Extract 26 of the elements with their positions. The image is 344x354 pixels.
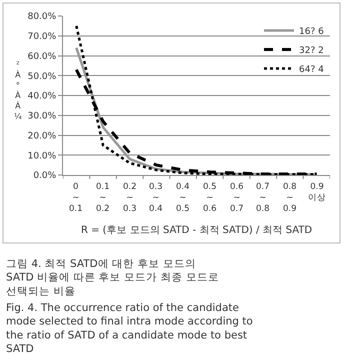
y-tick-label: 70.0% — [28, 32, 57, 42]
caption: 그림 4. 최적 SATD에 대한 후보 모드의 SATD 비율에 따른 후보 모드가 최종 모드로 선택되는 비율 — [6, 258, 219, 298]
y-tick-label: 50.0% — [28, 72, 57, 82]
y-tick-label: 10.0% — [28, 151, 57, 162]
x-tick-label: 0 ~ 0.1 — [69, 182, 83, 214]
y-tick-label: 20.0% — [28, 131, 57, 142]
y-tick-label: 30.0% — [28, 112, 57, 122]
x-tick-label: 0.1 ~ 0.2 — [96, 182, 110, 214]
x-tick-label: 0.9 이상 — [308, 182, 326, 204]
caption: Fig. 4. The occurrence ratio of the candidate mode selected to final intra mode according to the ratio of SATD of a candidate mode to best SATD — [6, 302, 253, 354]
legend-label: 32? 2 — [299, 46, 324, 56]
x-tick-label: 0.2 ~ 0.3 — [123, 182, 137, 214]
x-axis-title: R = (후보 모드의 SATD - 최적 SATD) / 최적 SATD — [81, 225, 312, 236]
y-tick-label: 80.0% — [28, 12, 57, 22]
y-axis-title: ²À°ÀÀ¼ — [14, 60, 22, 121]
x-tick-label: 0.5 ~ 0.6 — [203, 182, 217, 214]
legend-label: 16? 6 — [299, 27, 324, 38]
y-tick-label: 40.0% — [28, 92, 57, 102]
x-tick-label: 0.8 ~ 0.9 — [283, 182, 297, 214]
x-tick-label: 0.3 ~ 0.4 — [149, 182, 163, 214]
y-tick-label: 60.0% — [28, 52, 57, 62]
y-tick-label: 0.0% — [33, 171, 57, 182]
legend-label: 64? 4 — [299, 65, 324, 76]
x-tick-label: 0.4 ~ 0.5 — [176, 182, 190, 214]
x-tick-label: 0.7 ~ 0.8 — [256, 182, 270, 214]
x-tick-label: 0.6 ~ 0.7 — [230, 182, 244, 214]
